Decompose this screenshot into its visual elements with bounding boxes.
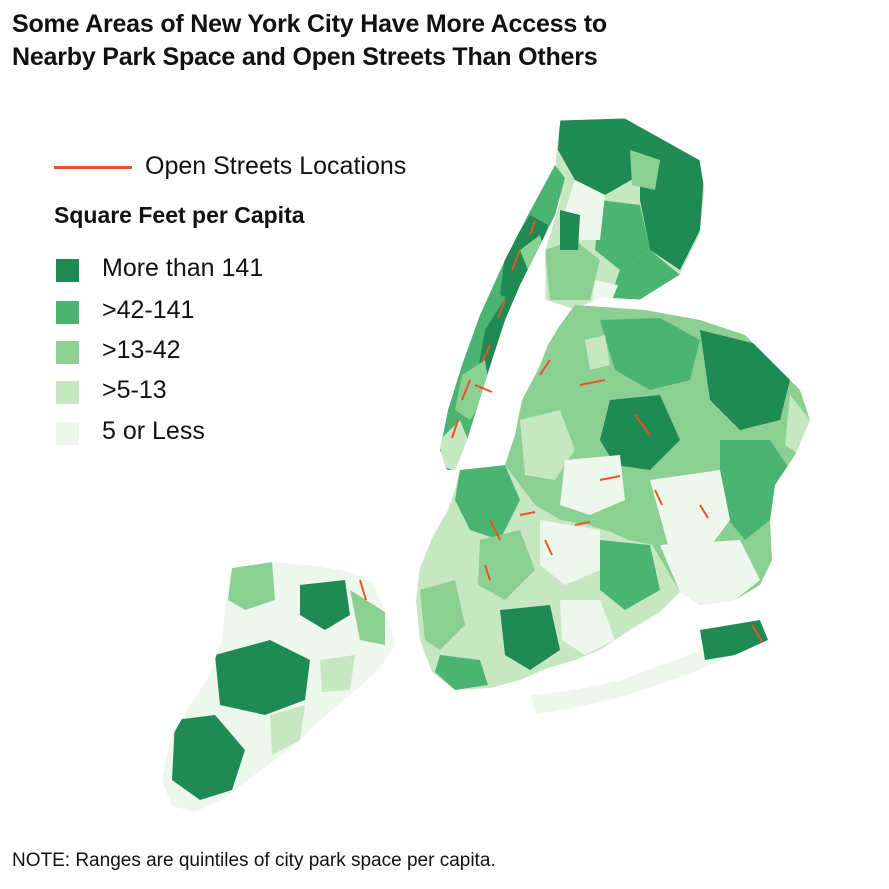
open-streets-label: Open Streets Locations [145, 152, 407, 180]
legend-item-5-13: >5-13 [54, 375, 414, 405]
legend-label: More than 141 [102, 254, 264, 282]
legend-swatch [56, 259, 79, 282]
legend-title: Square Feet per Capita [54, 202, 305, 228]
legend-item-more-than-141: More than 141 [54, 253, 414, 283]
legend-label: >5-13 [102, 376, 167, 404]
map-title: Some Areas of New York City Have More Ac… [12, 8, 872, 74]
legend-label: 5 or Less [102, 417, 205, 445]
map-title-line-1: Some Areas of New York City Have More Ac… [12, 10, 607, 38]
legend-item-42-141: >42-141 [54, 295, 414, 325]
legend-swatch [56, 381, 79, 404]
open-streets-line-swatch [54, 166, 132, 169]
borough-bronx [544, 117, 706, 311]
legend-item-5-or-less: 5 or Less [54, 416, 414, 446]
legend-swatch [56, 301, 79, 324]
legend-open-streets: Open Streets Locations [50, 148, 470, 188]
legend-item-13-42: >13-42 [54, 335, 414, 365]
rockaway-peninsula [529, 619, 769, 716]
legend-swatch [56, 341, 79, 364]
legend-label: >13-42 [102, 336, 181, 364]
footnote: NOTE: Ranges are quintiles of city park … [12, 850, 496, 871]
legend-swatch [56, 422, 79, 445]
map-title-line-2: Nearby Park Space and Open Streets Than … [12, 43, 598, 71]
legend-label: >42-141 [102, 296, 195, 324]
borough-staten-island [162, 562, 395, 812]
